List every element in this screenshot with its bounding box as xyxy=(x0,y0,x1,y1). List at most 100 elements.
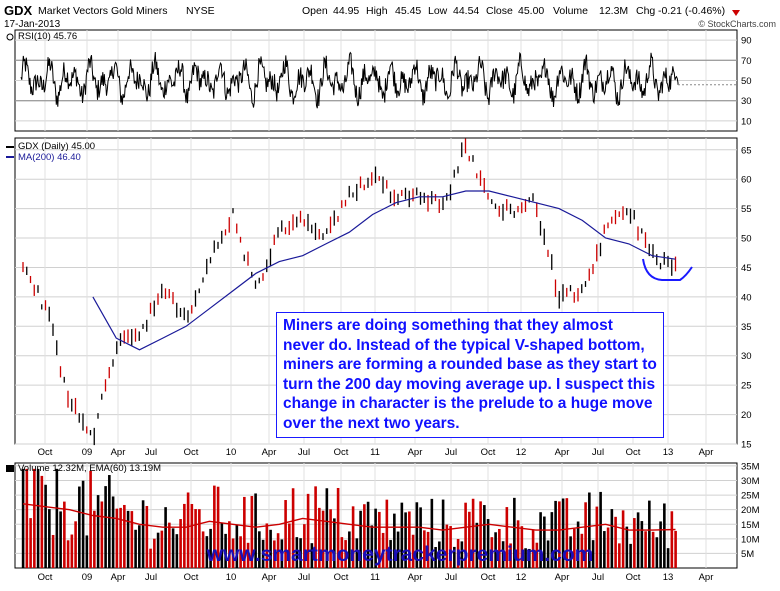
volume-bar xyxy=(228,521,231,568)
volume-bar xyxy=(666,548,670,568)
volume-bar xyxy=(44,484,47,568)
volume-bar xyxy=(156,532,160,568)
volume-bar xyxy=(434,547,437,568)
price-x-tick-label: Jul xyxy=(298,447,310,458)
volume-x-tick-label: Apr xyxy=(262,572,277,583)
chg-label: Chg xyxy=(636,5,655,17)
volume-bar xyxy=(269,529,272,568)
volume-bar xyxy=(81,480,85,568)
ma200-line xyxy=(92,190,676,351)
volume-bar xyxy=(205,536,209,568)
volume-bar xyxy=(74,521,77,568)
volume-bar xyxy=(321,510,325,568)
volume-bar xyxy=(194,509,197,568)
volume-legend: Volume 12.32M, EMA(60) 13.19M xyxy=(18,463,161,474)
volume-bar xyxy=(111,496,115,568)
rsi-line xyxy=(20,51,679,109)
volume-bar xyxy=(603,531,606,568)
low-label: Low xyxy=(428,5,448,17)
volume-bar xyxy=(235,524,239,568)
volume-bar xyxy=(126,510,130,568)
rsi-legend-icon xyxy=(6,33,14,41)
price-x-tick-label: Jul xyxy=(445,447,457,458)
volume-bar xyxy=(340,537,344,568)
volume-bar xyxy=(318,507,321,568)
volume-bar xyxy=(108,475,111,568)
volume-bar xyxy=(243,496,246,568)
volume-bar xyxy=(25,468,29,568)
volume-bar xyxy=(419,507,422,568)
volume-bar xyxy=(366,501,370,568)
volume-bar xyxy=(400,502,404,568)
volume-bar xyxy=(78,486,81,568)
volume-bar xyxy=(535,542,539,568)
price-x-tick-label: Apr xyxy=(408,447,423,458)
volume-bar xyxy=(153,538,156,568)
volume-bar xyxy=(213,485,216,568)
volume-bar xyxy=(393,513,396,568)
price-tick-label: 45 xyxy=(741,263,752,274)
volume-bar xyxy=(516,520,520,568)
volume-x-tick-label: Apr xyxy=(408,572,423,583)
volume-bar xyxy=(198,509,201,568)
volume-bar xyxy=(378,511,381,568)
volume-bar xyxy=(351,506,355,568)
volume-bar xyxy=(648,500,651,568)
volume-bar xyxy=(595,506,599,568)
volume-bar xyxy=(426,531,430,568)
volume-bar xyxy=(550,512,554,568)
close-value: 45.00 xyxy=(518,5,544,17)
rounded-base-curve xyxy=(642,258,693,281)
volume-bar xyxy=(651,531,655,568)
rsi-tick-label: 70 xyxy=(741,56,752,67)
volume-bar xyxy=(456,539,460,568)
volume-bar xyxy=(674,530,677,568)
down-arrow-icon xyxy=(732,10,740,16)
volume-bar xyxy=(141,500,145,568)
price-tick-label: 20 xyxy=(741,410,752,421)
volume-bar xyxy=(295,537,299,568)
volume-bar xyxy=(329,509,332,568)
volume-bar xyxy=(239,536,242,568)
volume-bar xyxy=(404,512,407,568)
price-x-tick-label: 11 xyxy=(370,447,380,458)
annotation-box: Miners are doing something that they alm… xyxy=(276,312,664,438)
volume-x-tick-label: 10 xyxy=(226,572,237,583)
volume-bar xyxy=(299,538,302,568)
volume-bar xyxy=(618,543,621,568)
volume-bar xyxy=(411,534,415,568)
volume-bar xyxy=(460,541,464,568)
low-value: 44.54 xyxy=(453,5,479,17)
volume-bar xyxy=(543,516,546,568)
volume-bar xyxy=(554,500,557,568)
volume-bar xyxy=(250,496,254,568)
volume-bar xyxy=(186,492,190,568)
rsi-tick-label: 50 xyxy=(741,76,752,87)
volume-bar xyxy=(70,534,74,568)
volume-bar xyxy=(359,510,362,568)
volume-bar xyxy=(325,488,329,568)
volume-bar xyxy=(539,512,542,568)
volume-bar xyxy=(558,501,561,568)
price-x-tick-label: Oct xyxy=(626,447,641,458)
volume-bar xyxy=(344,540,347,568)
volume-bar xyxy=(385,499,389,568)
volume-bar xyxy=(449,526,452,568)
volume-bar xyxy=(389,540,392,568)
price-x-tick-label: Apr xyxy=(111,447,126,458)
volume-bar xyxy=(306,493,310,568)
price-tick-label: 60 xyxy=(741,175,752,186)
volume-bar xyxy=(625,526,629,568)
volume-bar xyxy=(599,491,602,568)
volume-panel: 5M 10M 15M 20M 25M 30M 35M Oct 09 Apr Jul Oct 10 Apr J… xyxy=(6,461,760,583)
volume-x-tick-label: Oct xyxy=(334,572,349,583)
volume-bar xyxy=(310,543,314,568)
footer-url: www.smartmoneytrackerpremium.com xyxy=(206,543,594,566)
price-tick-label: 15 xyxy=(741,440,752,451)
volume-bar xyxy=(115,508,119,568)
volume-bar xyxy=(370,525,374,568)
volume-bar xyxy=(453,546,456,568)
volume-bar xyxy=(441,499,445,568)
price-tick-label: 25 xyxy=(741,381,752,392)
